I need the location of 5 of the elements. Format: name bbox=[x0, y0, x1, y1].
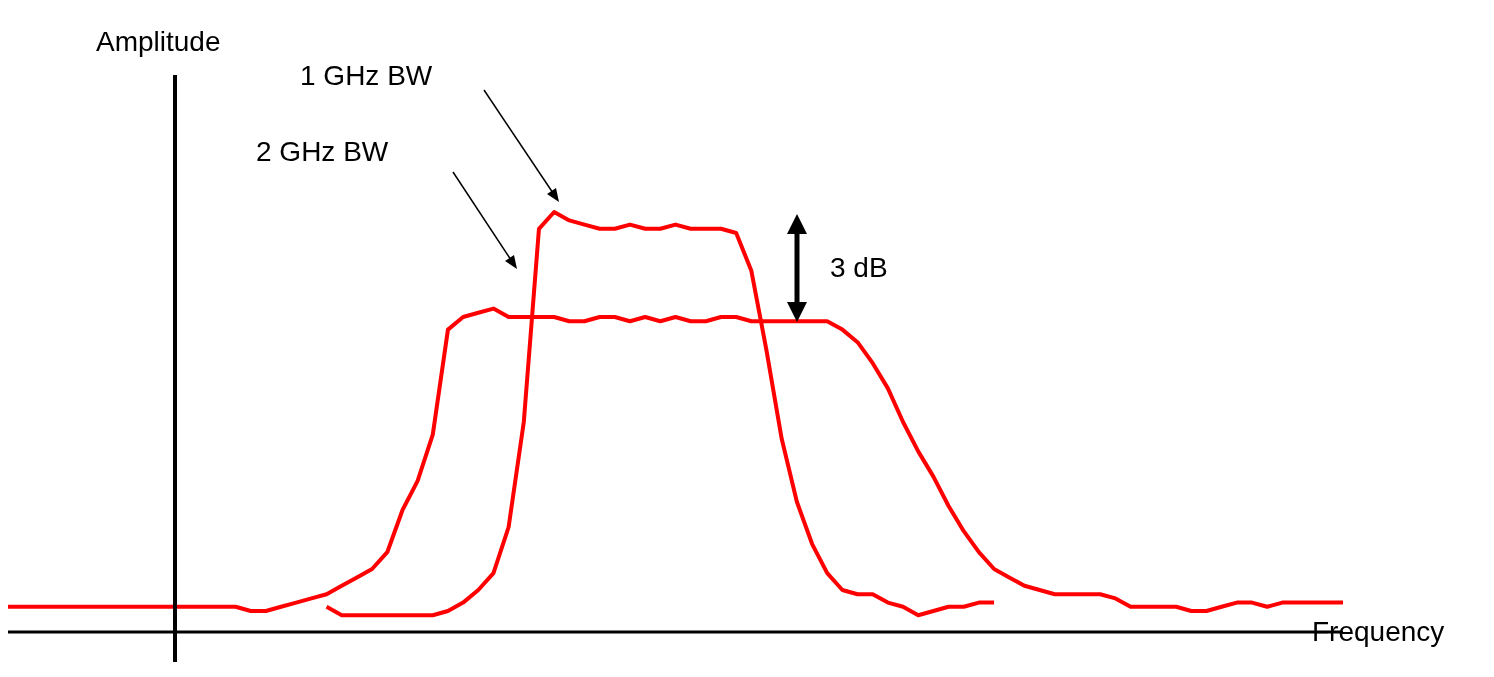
x-axis-title: Frequency bbox=[1312, 616, 1445, 648]
annotation: 3 dB bbox=[830, 252, 888, 284]
text: 2 GHz BW bbox=[256, 136, 389, 168]
text: 1 GHz BW bbox=[300, 60, 433, 92]
text: Amplitude bbox=[96, 26, 221, 58]
